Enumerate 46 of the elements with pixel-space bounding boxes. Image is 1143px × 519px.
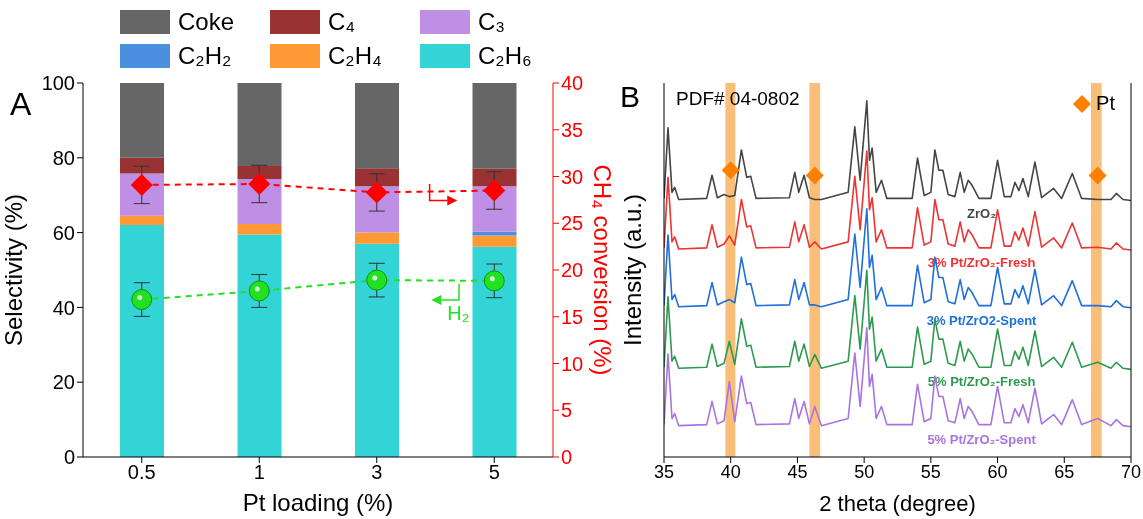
series-label: 5% Pt/ZrO₂-Spent [927,431,1037,447]
legend-label: Pt [1096,92,1115,115]
y2-tick-label: 30 [561,165,584,188]
y2-tick-label: 0 [561,446,573,469]
y-axis-title: Selectivity (%) [0,193,27,347]
x-tick-label: 70 [1120,461,1142,482]
legend-label: Coke [178,8,235,36]
y2-tick-label: 5 [561,399,573,422]
y2-axis-title: CH₄ conversion (%) [589,164,617,376]
y-tick-label: 20 [52,371,75,394]
x-tick-label: 5 [488,461,500,484]
legend-label: C₂H₂ [178,42,232,70]
x-tick-label: 0.5 [127,461,156,484]
legend-label: C₃ [478,8,506,36]
x-tick-label: 60 [987,461,1008,482]
y2-tick-label: 20 [561,259,584,282]
series-label: 3% Pt/ZrO2-Spent [926,312,1038,328]
text: A [10,86,32,123]
legend-label: C₂H₄ [328,42,382,70]
x-tick-label: 45 [787,461,808,482]
series-label: ZrO₂ [967,205,997,221]
x-tick-label: 1 [253,461,265,484]
legend-label: C₄ [328,8,356,36]
x-tick-label: 55 [920,461,941,482]
y-tick-label: 100 [41,72,75,95]
y2-tick-label: 40 [561,72,584,95]
y2-tick-label: 25 [561,212,584,235]
legend-label: H₂ [447,302,470,325]
y2-tick-label: 35 [561,118,584,141]
y2-tick-label: 10 [561,352,584,375]
x-tick-label: 40 [720,461,741,482]
y-tick-label: 0 [63,446,75,469]
x-tick-label: 3 [371,461,383,484]
text: B [620,80,641,114]
x-tick-label: 35 [653,461,675,482]
y-tick-label: 40 [52,296,75,319]
x-axis-title: 2 theta (degree) [819,491,976,516]
y-axis-title: Intensity (a.u.) [618,193,646,347]
legend-label: C₂H₆ [478,42,532,70]
x-axis-title: Pt loading (%) [242,489,394,516]
y2-tick-label: 15 [561,305,584,328]
y-tick-label: 60 [52,221,75,244]
y-tick-label: 80 [52,146,75,169]
x-tick-label: 65 [1054,461,1075,482]
x-tick-label: 50 [854,461,875,482]
annotation: PDF# 04-0802 [676,88,800,110]
